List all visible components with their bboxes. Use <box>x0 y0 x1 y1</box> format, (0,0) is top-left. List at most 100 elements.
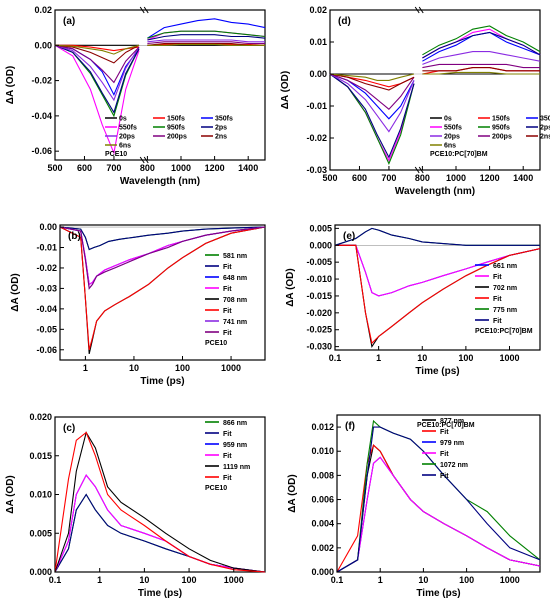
series-line-d-7-0 <box>329 73 415 110</box>
legend-entry: 150fs <box>492 116 510 123</box>
axis-break <box>418 6 424 14</box>
y-tick-label: 0.000 <box>29 567 52 577</box>
x-tick-label: 1000 <box>499 353 519 363</box>
x-tick-label: 1 <box>378 575 383 585</box>
y-axis-title: ΔA (OD) <box>280 71 291 109</box>
y-tick-label: -0.02 <box>36 263 57 273</box>
legend-entry: 959 nm <box>223 442 247 449</box>
y-tick-label: 0.010 <box>29 490 52 500</box>
series-line-d-6-0 <box>329 73 415 133</box>
x-tick-label: 10 <box>129 363 139 373</box>
series-line-a-2-1 <box>147 18 266 39</box>
y-tick-label: -0.05 <box>36 324 57 334</box>
x-tick-label: 700 <box>106 163 121 173</box>
axis-break <box>143 6 149 14</box>
panel-label: (f) <box>345 421 355 432</box>
y-tick-label: -0.030 <box>306 342 332 352</box>
y-axis-title: ΔA (OD) <box>287 474 298 512</box>
x-tick-label: 500 <box>322 173 337 183</box>
series-line-f-5 <box>336 426 541 573</box>
legend-entry: 150fs <box>167 116 185 123</box>
x-tick-label: 100 <box>175 363 190 373</box>
legend-caption: PCE10:PC[70]BM <box>417 422 475 429</box>
y-tick-label: -0.01 <box>306 101 327 111</box>
plot-frame <box>336 414 541 573</box>
series-line-a-7-1 <box>147 41 265 45</box>
legend-entry: 0s <box>119 116 127 123</box>
x-tick-label: 10 <box>139 575 149 585</box>
legend-entry: 979 nm <box>440 440 464 447</box>
x-axis-title: Wavelength (nm) <box>120 176 200 187</box>
panel-b: 1 10 100 1000 0.00 -0.01 -0.02 -0.03 -0.04 -0.05 -… <box>10 222 266 387</box>
series-line-e-5 <box>334 227 540 246</box>
legend-entry: 708 nm <box>223 297 247 304</box>
x-axis-title: Time (ps) <box>138 588 182 599</box>
legend-entry: 2ns <box>540 134 550 141</box>
series-line-a-3-0 <box>54 44 140 155</box>
axis-break <box>139 156 145 164</box>
y-tick-label: -0.005 <box>306 257 332 267</box>
series-line-a-6-0 <box>54 44 140 102</box>
series-line-f-3 <box>336 456 541 573</box>
y-tick-label: -0.010 <box>306 274 332 284</box>
series-line-c-0 <box>54 493 266 573</box>
legend-entry: 0s <box>444 116 452 123</box>
series-line-a-7-0 <box>54 44 140 84</box>
legend-entry: 6ns <box>444 143 456 150</box>
x-tick-label: 0.1 <box>329 353 342 363</box>
legend-entry: 741 nm <box>223 319 247 326</box>
series-line-c-4 <box>54 431 266 573</box>
panel-f: 0.1 1 10 100 1000 0.000 0.002 0.004 0.006 0.008 0.… <box>287 414 541 599</box>
y-tick-label: -0.02 <box>31 76 52 86</box>
y-tick-label: -0.02 <box>306 133 327 143</box>
legend-entry: 950fs <box>167 125 185 132</box>
series-line-d-3-0 <box>329 73 415 162</box>
y-tick-label: 0.015 <box>29 451 52 461</box>
y-tick-label: -0.020 <box>306 308 332 318</box>
y-tick-label: 0.00 <box>34 40 52 50</box>
x-tick-label: 500 <box>47 163 62 173</box>
y-tick-label: -0.03 <box>36 283 57 293</box>
series-line-d-4-0 <box>329 73 415 165</box>
legend-entry: Fit <box>223 264 232 271</box>
series-line-d-8-1 <box>422 67 540 72</box>
x-tick-label: 600 <box>77 163 92 173</box>
axis-break <box>143 156 149 164</box>
series-line-c-1 <box>54 493 266 573</box>
x-tick-label: 800 <box>140 163 155 173</box>
legend-entry: Fit <box>223 431 232 438</box>
plot-frame <box>334 224 541 351</box>
series-line-c-3 <box>54 474 266 573</box>
series-line-a-5-0 <box>54 44 140 114</box>
y-axis-title: ΔA (OD) <box>5 66 16 104</box>
panel-a: 500 600 700 800 1000 1200 1400 0.02 0.00 -0.02 -0.… <box>5 5 266 187</box>
legend-entry: 702 nm <box>493 285 517 292</box>
legend-entry: 1072 nm <box>440 462 468 469</box>
legend-entry: 950fs <box>492 125 510 132</box>
legend-entry: Fit <box>440 473 449 480</box>
x-tick-label: 700 <box>381 173 396 183</box>
series-line-d-5-0 <box>329 73 415 159</box>
series-line-d-7-1 <box>422 63 540 69</box>
y-tick-label: -0.015 <box>306 291 332 301</box>
x-tick-label: 10 <box>417 353 427 363</box>
series-line-b-5 <box>59 226 266 350</box>
series-line-d-8-0 <box>329 73 415 91</box>
y-axis-title: ΔA (OD) <box>285 268 296 306</box>
y-tick-label: 0.005 <box>309 223 332 233</box>
y-tick-label: -0.04 <box>36 304 57 314</box>
legend-entry: 550fs <box>119 125 137 132</box>
y-tick-label: -0.04 <box>31 111 52 121</box>
x-axis-title: Time (ps) <box>416 588 460 599</box>
y-tick-label: 0.008 <box>311 470 334 480</box>
x-tick-label: 1200 <box>480 173 500 183</box>
series-line-d-6-1 <box>422 51 541 65</box>
series-line-b-1 <box>59 226 266 251</box>
legend-entry: Fit <box>223 475 232 482</box>
x-axis-title: Time (ps) <box>140 376 184 387</box>
y-tick-label: 0.000 <box>311 567 334 577</box>
x-axis-title: Time (ps) <box>415 366 459 377</box>
legend-entry: Fit <box>493 296 502 303</box>
x-tick-label: 1200 <box>205 163 225 173</box>
